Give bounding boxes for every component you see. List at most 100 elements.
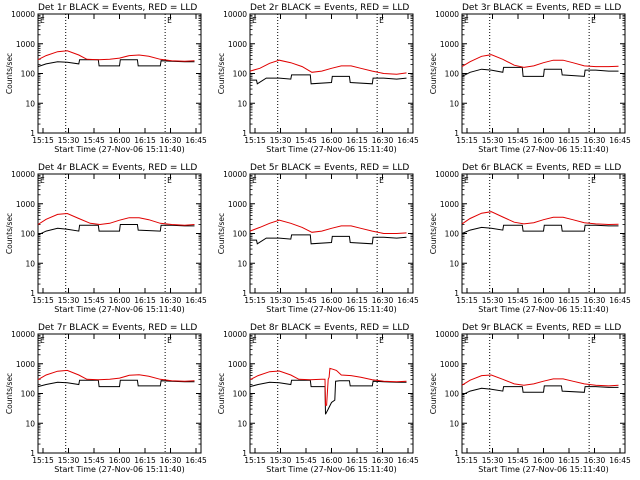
x-tick-label: 16:00 [321,136,343,145]
x-tick-label: 16:45 [185,296,207,305]
x-tick-label: 16:45 [609,136,631,145]
y-tick-label: 10000 [435,330,459,339]
y-tick-label: 1 [30,129,35,138]
x-tick-label: 15:15 [244,136,266,145]
y-tick-label: 100 [21,230,36,239]
x-tick-label: 16:30 [372,456,394,465]
e-marker-label: E [591,16,596,25]
x-tick-label: 16:45 [185,456,207,465]
y-axis-label: Counts/sec [429,373,438,414]
x-tick-label: 15:15 [32,456,54,465]
lld-series-line [461,54,619,68]
e-marker-label: E [379,16,384,25]
x-tick-label: 16:45 [609,456,631,465]
x-tick-label: 16:00 [533,456,555,465]
x-axis-label: Start Time (27-Nov-06 15:11:40) [54,465,184,474]
y-axis-label: Counts/sec [5,53,14,94]
x-axis-label: Start Time (27-Nov-06 15:11:40) [478,465,608,474]
y-tick-label: 10 [237,259,247,268]
events-series-line [461,224,619,234]
chart-title: Det 4r BLACK = Events, RED = LLD [38,163,197,173]
x-tick-label: 15:15 [244,456,266,465]
chart-panel-3: Det 3r BLACK = Events, RED = LLD 1 10 100 10… [429,3,631,154]
e-marker-label: E [40,16,45,25]
x-tick-label: 16:45 [609,296,631,305]
x-tick-label: 16:15 [134,296,156,305]
x-tick-label: 15:45 [507,456,529,465]
e-marker-label: E [167,336,172,345]
y-tick-label: 1 [30,449,35,458]
x-tick-label: 16:00 [321,456,343,465]
chart-panel-4: Det 4r BLACK = Events, RED = LLD 1 10 100 10… [5,163,207,314]
e-marker-label: E [464,176,469,185]
lld-series-line [249,59,407,75]
x-tick-label: 15:15 [32,296,54,305]
x-tick-label: 16:00 [109,296,131,305]
x-axis-label: Start Time (27-Nov-06 15:11:40) [54,305,184,314]
x-tick-label: 16:45 [397,296,419,305]
e-marker-label: E [40,176,45,185]
x-tick-label: 16:30 [372,136,394,145]
plot-frame [461,333,626,454]
x-axis-label: Start Time (27-Nov-06 15:11:40) [266,145,396,154]
lld-series-line [249,367,407,406]
plot-frame [249,333,414,454]
x-tick-label: 15:15 [244,296,266,305]
e-marker-label: E [379,176,384,185]
y-tick-label: 10 [449,99,459,108]
x-axis-label: Start Time (27-Nov-06 15:11:40) [266,305,396,314]
x-tick-label: 16:30 [160,296,182,305]
events-series-line [461,385,619,396]
x-tick-label: 15:15 [456,136,478,145]
e-marker-label: E [591,176,596,185]
y-tick-label: 1 [30,289,35,298]
x-tick-label: 16:30 [372,296,394,305]
y-tick-label: 1000 [440,360,459,369]
y-tick-label: 1 [454,449,459,458]
e-marker-label: E [167,16,172,25]
y-axis-label: Counts/sec [5,213,14,254]
lld-series-line [461,211,619,226]
chart-title: Det 7r BLACK = Events, RED = LLD [38,323,197,333]
lld-series-line [461,374,619,387]
y-axis-label: Counts/sec [217,53,226,94]
x-tick-label: 16:15 [346,296,368,305]
y-tick-label: 1000 [440,40,459,49]
x-tick-label: 15:30 [270,136,292,145]
x-tick-label: 15:45 [83,296,105,305]
x-tick-label: 16:15 [558,456,580,465]
e-marker-label: E [252,336,257,345]
lld-series-line [37,369,195,382]
chart-panel-9: Det 9r BLACK = Events, RED = LLD 1 10 100 10… [429,323,631,474]
x-tick-label: 15:30 [270,456,292,465]
y-tick-label: 100 [233,390,248,399]
x-tick-label: 16:00 [109,136,131,145]
x-tick-label: 16:45 [397,456,419,465]
y-tick-label: 100 [445,70,460,79]
chart-title: Det 1r BLACK = Events, RED = LLD [38,3,197,13]
x-tick-label: 16:15 [558,296,580,305]
x-tick-label: 16:15 [134,136,156,145]
x-tick-label: 15:30 [270,296,292,305]
plot-frame [461,173,626,294]
events-series-line [461,66,619,77]
y-tick-label: 10 [449,259,459,268]
y-tick-label: 1000 [16,40,35,49]
chart-panel-6: Det 6r BLACK = Events, RED = LLD 1 10 100 10… [429,163,631,314]
y-tick-label: 10 [25,419,35,428]
y-tick-label: 10000 [435,10,459,19]
events-series-line [250,234,407,245]
y-tick-label: 10 [449,419,459,428]
y-axis-label: Counts/sec [217,373,226,414]
y-axis-label: Counts/sec [5,373,14,414]
x-tick-label: 15:15 [456,296,478,305]
x-tick-label: 15:45 [83,456,105,465]
y-tick-label: 1000 [16,200,35,209]
x-tick-label: 15:45 [507,296,529,305]
y-tick-label: 10 [25,99,35,108]
y-tick-label: 1000 [228,200,247,209]
x-tick-label: 15:30 [58,136,80,145]
e-marker-label: E [40,336,45,345]
lld-series-line [249,219,407,234]
y-tick-label: 100 [233,230,248,239]
